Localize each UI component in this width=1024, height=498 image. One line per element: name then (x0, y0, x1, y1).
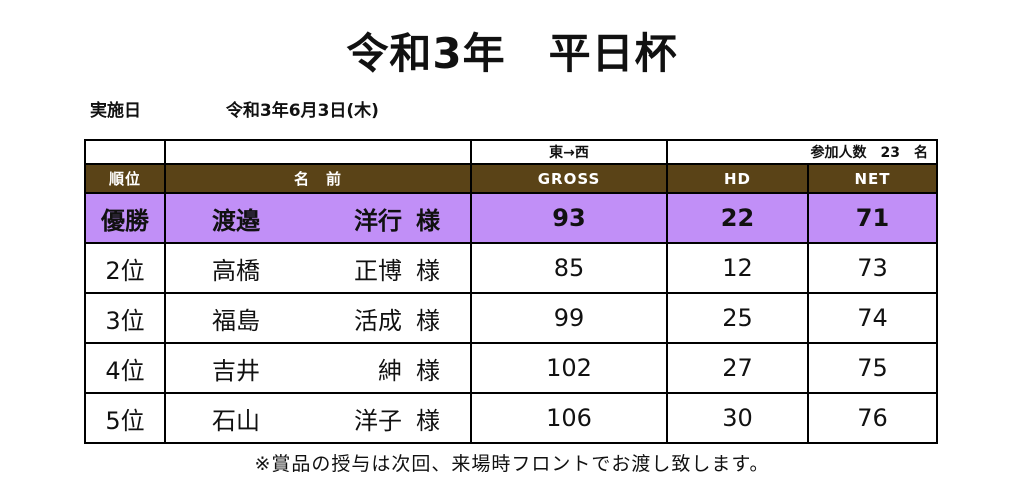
prize-footnote: ※賞品の授与は次回、来場時フロントでお渡し致します。 (254, 453, 770, 475)
header-rank: 順位 (84, 163, 166, 194)
gross-cell: 102 (470, 342, 668, 394)
hd-cell: 22 (666, 192, 809, 244)
event-date-label: 実施日 (90, 101, 141, 121)
course-direction: 東→西 (470, 139, 668, 165)
table-row-winner: 優勝 渡邉 洋行様 93 22 71 (84, 192, 939, 244)
hd-cell: 27 (666, 342, 809, 394)
gross-cell: 106 (470, 392, 668, 444)
rank-cell: 3位 (84, 292, 166, 344)
name-cell: 石山 洋子様 (164, 392, 472, 444)
event-date-row: 実施日 令和3年6月3日(木) (90, 96, 379, 121)
name-cell: 吉井 紳様 (164, 342, 472, 394)
surname: 渡邉 (212, 206, 260, 235)
header-hd: HD (666, 163, 809, 194)
rank-cell: 2位 (84, 242, 166, 294)
info-cell-empty (164, 139, 472, 165)
event-date-value: 令和3年6月3日(木) (225, 101, 379, 121)
rank-cell: 優勝 (84, 192, 166, 244)
net-cell: 73 (806, 242, 939, 294)
net-cell: 75 (806, 342, 939, 394)
given-name: 洋行 (354, 206, 402, 235)
honorific: 様 (416, 356, 440, 385)
given-name: 正博 (354, 256, 402, 285)
results-table: 東→西 参加人数 23 名 順位 名 前 GROSS HD NET 優勝 渡邉洋… (84, 139, 939, 444)
participant-count: 参加人数 23 名 (665, 139, 939, 165)
gross-cell: 85 (470, 242, 668, 294)
net-cell: 71 (806, 192, 939, 244)
given-name: 洋子 (354, 406, 402, 435)
page-title: 令和3年 平日杯 (346, 29, 678, 78)
name-cell: 渡邉 洋行様 (164, 192, 472, 244)
hd-cell: 30 (666, 392, 809, 444)
net-cell: 74 (806, 292, 939, 344)
rank-cell: 4位 (84, 342, 166, 394)
honorific: 様 (416, 306, 440, 335)
header-name: 名 前 (164, 163, 472, 194)
table-row: 3位 福島 活成様 99 25 74 (84, 292, 939, 344)
given-name: 活成 (354, 306, 402, 335)
honorific: 様 (416, 256, 440, 285)
hd-cell: 25 (666, 292, 809, 344)
gross-cell: 93 (470, 192, 668, 244)
surname: 吉井 (212, 356, 260, 385)
table-header-row: 順位 名 前 GROSS HD NET (84, 163, 939, 194)
table-info-row: 東→西 参加人数 23 名 (84, 139, 939, 165)
surname: 石山 (212, 406, 260, 435)
honorific: 様 (416, 206, 440, 235)
header-gross: GROSS (470, 163, 668, 194)
info-cell-empty (84, 139, 166, 165)
honorific: 様 (416, 406, 440, 435)
table-row: 5位 石山 洋子様 106 30 76 (84, 392, 939, 444)
table-row: 2位 高橋 正博様 85 12 73 (84, 242, 939, 294)
table-row: 4位 吉井 紳様 102 27 75 (84, 342, 939, 394)
surname: 福島 (212, 306, 260, 335)
header-net: NET (806, 163, 939, 194)
net-cell: 76 (806, 392, 939, 444)
gross-cell: 99 (470, 292, 668, 344)
given-name: 紳 (378, 356, 402, 385)
name-cell: 福島 活成様 (164, 292, 472, 344)
name-cell: 高橋 正博様 (164, 242, 472, 294)
rank-cell: 5位 (84, 392, 166, 444)
surname: 高橋 (212, 256, 260, 285)
hd-cell: 12 (666, 242, 809, 294)
